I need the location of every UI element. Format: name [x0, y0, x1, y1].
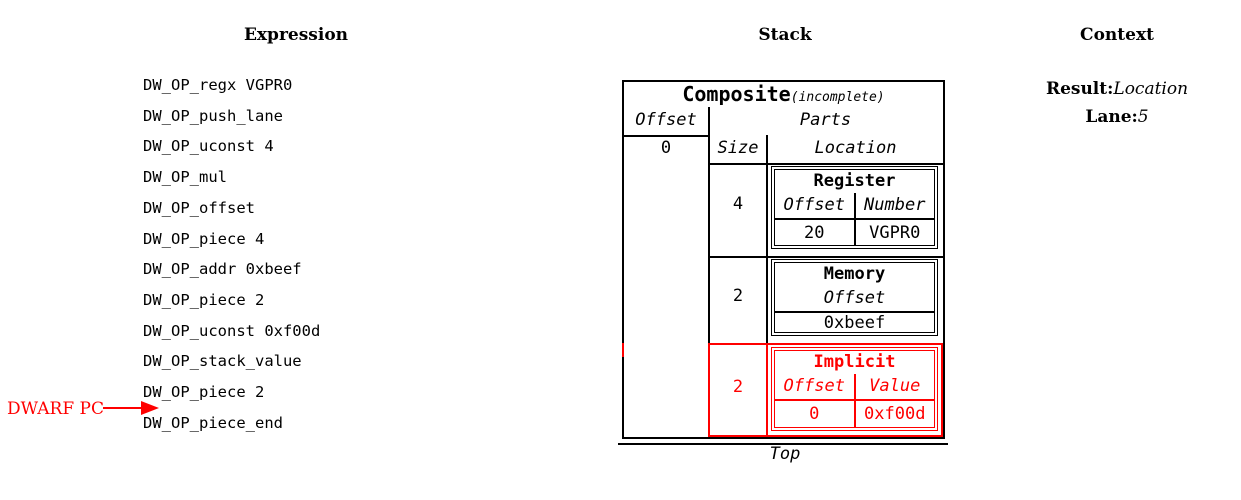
composite-header: Composite(incomplete) [624, 82, 943, 110]
size-location-divider-highlight [766, 343, 768, 437]
offset-value: 0 [660, 138, 672, 158]
register-offset-value: 20 [775, 218, 854, 245]
composite-qualifier: (incomplete) [790, 90, 885, 105]
offset-header-underline [624, 135, 710, 137]
expression-item: DW_OP_piece_end [143, 413, 283, 432]
composite-title: Composite [682, 82, 791, 106]
expression-item: DW_OP_regx VGPR0 [143, 76, 293, 94]
expression-item: DW_OP_addr 0xbeef [143, 260, 302, 279]
part-row-separator [708, 256, 943, 258]
register-offset-label: Offset [783, 195, 845, 215]
stack-column-title: Stack [758, 25, 812, 45]
expression-list: DW_OP_regx VGPR0 DW_OP_push_lane DW_OP_uco… [143, 70, 320, 438]
highlight-row-top-border [708, 343, 943, 345]
implicit-offset-value: 0 [775, 399, 854, 427]
offset-parts-divider [708, 107, 710, 343]
highlight-row-left-tick [622, 343, 624, 357]
dwarf-pc-arrow-head-icon [141, 401, 159, 415]
lane-value: 5 [1137, 107, 1149, 127]
stack-composite-table: Composite(incomplete) Offset Parts 0 Siz… [622, 80, 945, 439]
parts-subheader-underline [708, 163, 943, 165]
expression-item: DW_OP_piece 2 [143, 290, 265, 309]
part-register-title: Register [813, 171, 896, 191]
part-size-register: 4 [732, 194, 744, 214]
implicit-value-value: 0xf00d [855, 399, 934, 427]
highlight-row-bottom-border [708, 435, 943, 437]
highlight-row-right-border [941, 343, 943, 437]
memory-offset-value: 0xbeef [775, 311, 934, 333]
parts-column-header: Parts [799, 110, 852, 130]
expression-item: DW_OP_mul [143, 168, 227, 187]
part-implicit-box: Implicit Offset 0 Value 0xf00d [771, 347, 938, 431]
size-location-divider [766, 135, 768, 343]
offset-parts-divider-highlight [708, 343, 710, 437]
expression-item: DW_OP_uconst 4 [143, 137, 274, 156]
part-memory-title: Memory [823, 264, 886, 284]
memory-offset-label: Offset [823, 288, 886, 308]
size-column-header: Size [717, 138, 759, 158]
location-column-header: Location [814, 138, 897, 158]
stack-top-label: Top [769, 444, 801, 464]
part-register-box: Register Offset 20 Number VGPR0 [771, 166, 938, 249]
dwarf-pc-label: DWARF PC [7, 399, 104, 419]
part-size-memory: 2 [732, 286, 744, 306]
implicit-value-label: Value [869, 376, 921, 396]
expression-item: DW_OP_piece 4 [143, 229, 265, 248]
context-column-title: Context [1080, 25, 1154, 45]
result-value: Location [1113, 79, 1189, 99]
part-size-implicit: 2 [732, 377, 744, 397]
expression-item: DW_OP_stack_value [143, 352, 302, 371]
part-memory-box: Memory Offset 0xbeef [771, 259, 938, 336]
context-result-line: Result:Location [1010, 78, 1224, 100]
lane-label: Lane: [1085, 107, 1138, 127]
expression-item: DW_OP_push_lane [143, 106, 283, 125]
part-implicit-title: Implicit [813, 352, 896, 372]
expression-item: DW_OP_piece 2 [143, 383, 265, 402]
implicit-offset-label: Offset [783, 376, 845, 396]
expression-column-title: Expression [243, 25, 349, 45]
register-number-label: Number [864, 195, 926, 215]
stack-top-line [618, 443, 948, 445]
expression-item: DW_OP_offset [143, 198, 255, 217]
expression-item: DW_OP_uconst 0xf00d [143, 321, 321, 340]
offset-column-header: Offset [635, 110, 697, 130]
dwarf-pc-arrow-line [103, 407, 142, 409]
context-lane-line: Lane:5 [1010, 106, 1224, 128]
register-number-value: VGPR0 [855, 218, 934, 245]
result-label: Result: [1045, 79, 1114, 99]
